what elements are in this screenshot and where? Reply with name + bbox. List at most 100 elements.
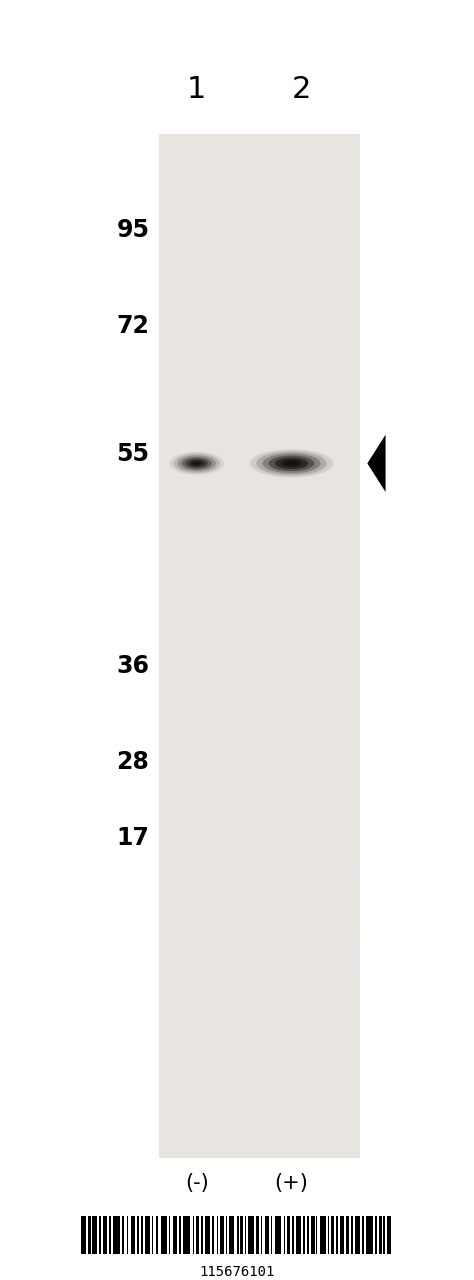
- Bar: [352, 1216, 353, 1254]
- Bar: [375, 1216, 377, 1254]
- Bar: [173, 1216, 177, 1254]
- Bar: [179, 1216, 181, 1254]
- Text: 115676101: 115676101: [199, 1265, 275, 1279]
- Bar: [122, 1216, 124, 1254]
- Bar: [284, 1216, 285, 1254]
- Text: 17: 17: [117, 827, 149, 850]
- Bar: [331, 1216, 334, 1254]
- Bar: [237, 1216, 238, 1254]
- Bar: [159, 763, 360, 768]
- Bar: [340, 1216, 344, 1254]
- Bar: [229, 1216, 235, 1254]
- Bar: [264, 1216, 269, 1254]
- Bar: [159, 201, 360, 205]
- Bar: [316, 1216, 318, 1254]
- Bar: [196, 1216, 199, 1254]
- Bar: [159, 936, 360, 948]
- Bar: [303, 1216, 305, 1254]
- Ellipse shape: [173, 453, 220, 474]
- Bar: [310, 1216, 315, 1254]
- Ellipse shape: [186, 458, 208, 468]
- Bar: [307, 1216, 309, 1254]
- Bar: [113, 1216, 119, 1254]
- Text: 95: 95: [116, 219, 149, 242]
- Bar: [159, 410, 360, 422]
- Bar: [274, 1216, 282, 1254]
- Bar: [159, 640, 360, 645]
- Ellipse shape: [169, 452, 224, 475]
- Bar: [159, 956, 360, 974]
- Bar: [159, 705, 360, 722]
- Bar: [220, 1216, 225, 1254]
- Bar: [159, 219, 360, 227]
- Bar: [362, 1216, 364, 1254]
- Bar: [319, 1216, 326, 1254]
- Bar: [159, 419, 360, 431]
- Text: 36: 36: [116, 654, 149, 677]
- Ellipse shape: [178, 456, 216, 471]
- Bar: [248, 1216, 254, 1254]
- Bar: [131, 1216, 135, 1254]
- Ellipse shape: [250, 449, 333, 477]
- Bar: [240, 1216, 243, 1254]
- Bar: [141, 1216, 143, 1254]
- Bar: [103, 1216, 107, 1254]
- Bar: [169, 1216, 170, 1254]
- Bar: [152, 1216, 154, 1254]
- Ellipse shape: [286, 462, 296, 465]
- Ellipse shape: [190, 461, 203, 466]
- Bar: [159, 374, 360, 390]
- Text: 1: 1: [187, 76, 206, 104]
- Bar: [360, 134, 474, 1158]
- Bar: [387, 1216, 391, 1254]
- Ellipse shape: [193, 462, 200, 465]
- Bar: [205, 1216, 210, 1254]
- Bar: [155, 1216, 158, 1254]
- Ellipse shape: [281, 460, 302, 467]
- Bar: [159, 730, 360, 733]
- Ellipse shape: [182, 457, 212, 470]
- Bar: [383, 1216, 385, 1254]
- Bar: [256, 1216, 259, 1254]
- Ellipse shape: [269, 456, 314, 471]
- Bar: [226, 1216, 228, 1254]
- Bar: [296, 1216, 301, 1254]
- Bar: [201, 1216, 202, 1254]
- Bar: [159, 361, 360, 371]
- Ellipse shape: [275, 458, 308, 468]
- Bar: [212, 1216, 214, 1254]
- Bar: [159, 177, 360, 186]
- Text: (+): (+): [274, 1172, 309, 1193]
- Text: 28: 28: [117, 750, 149, 773]
- Bar: [159, 396, 360, 417]
- Bar: [217, 1216, 218, 1254]
- Bar: [159, 1061, 360, 1080]
- Bar: [366, 1216, 373, 1254]
- Bar: [271, 1216, 273, 1254]
- Bar: [337, 1216, 338, 1254]
- Bar: [81, 1216, 86, 1254]
- Bar: [328, 1216, 329, 1254]
- Bar: [161, 1216, 166, 1254]
- Bar: [159, 134, 360, 1158]
- Text: 2: 2: [292, 76, 310, 104]
- Bar: [355, 1216, 360, 1254]
- Bar: [88, 1216, 91, 1254]
- Bar: [159, 863, 360, 876]
- Text: (-): (-): [185, 1172, 209, 1193]
- Text: 55: 55: [116, 443, 149, 466]
- Bar: [245, 1216, 246, 1254]
- Polygon shape: [367, 435, 385, 492]
- Bar: [109, 1216, 111, 1254]
- Bar: [100, 1216, 101, 1254]
- Bar: [292, 1216, 293, 1254]
- Bar: [127, 1216, 128, 1254]
- Bar: [346, 1216, 349, 1254]
- Bar: [159, 630, 360, 646]
- Bar: [192, 1216, 194, 1254]
- Bar: [137, 1216, 139, 1254]
- Ellipse shape: [256, 452, 327, 475]
- Bar: [92, 1216, 98, 1254]
- Bar: [287, 1216, 290, 1254]
- Ellipse shape: [263, 453, 320, 474]
